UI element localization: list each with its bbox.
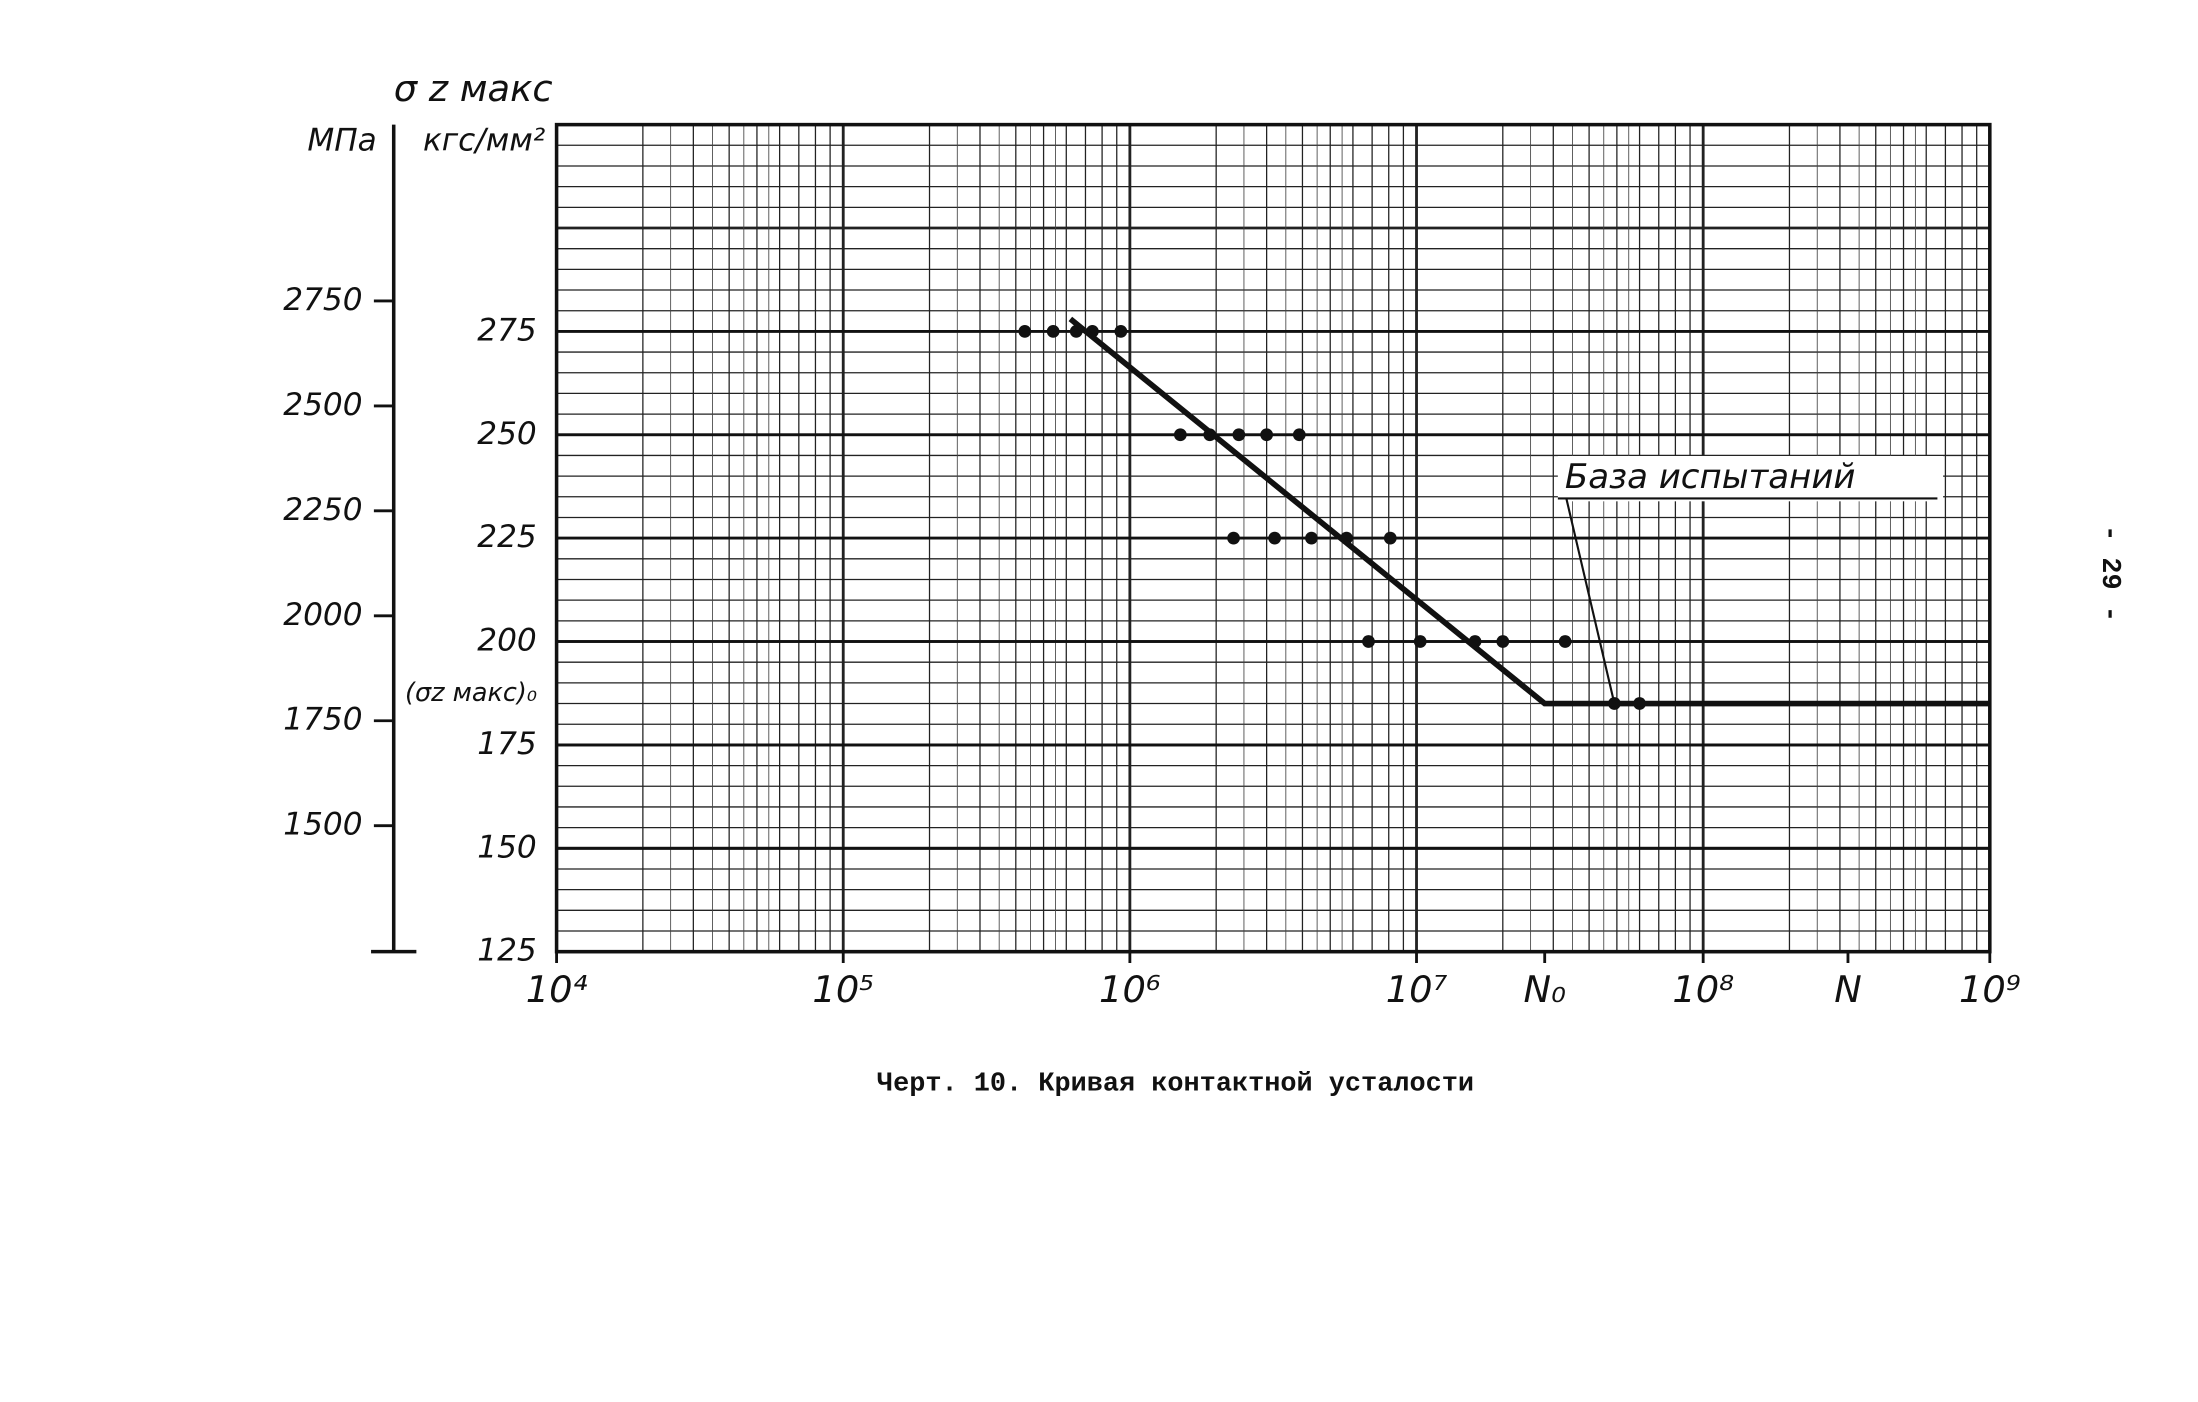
y-tick-label: 225	[477, 519, 536, 555]
data-point	[1114, 325, 1128, 338]
y2-tick-label: 2000	[283, 597, 362, 633]
y-tick-label: 275	[477, 312, 536, 348]
data-point	[1383, 531, 1397, 545]
y-tick-label: 200	[477, 623, 536, 659]
data-point	[1227, 531, 1240, 545]
data-point	[1232, 428, 1246, 442]
y-tick-label: 250	[477, 416, 536, 452]
y2-tick-label: 2250	[283, 492, 362, 528]
x-tick-label: 10⁹	[1959, 968, 2021, 1011]
y2-tick-label: 1500	[283, 807, 362, 843]
data-point	[1496, 635, 1510, 648]
x-tick-label: N₀	[1524, 968, 1567, 1011]
y-annotation: (σz макс)₀	[405, 678, 537, 708]
data-point	[1558, 635, 1572, 648]
data-point	[1173, 428, 1187, 442]
data-point	[1362, 635, 1375, 648]
annotation-leader	[1565, 498, 1616, 704]
curve	[1068, 316, 1990, 707]
data-point	[1268, 531, 1282, 545]
chart-title: σ z макс	[394, 67, 553, 110]
x-tick-label: 10⁸	[1672, 968, 1734, 1011]
y-tick-label: 175	[477, 726, 536, 762]
caption: Черт. 10. Кривая контактной усталости	[877, 1069, 1474, 1099]
data-point	[1292, 428, 1306, 442]
y2-axis-label: МПа	[307, 123, 376, 159]
x-tick-label: N	[1834, 968, 1862, 1011]
data-point	[1260, 428, 1274, 442]
data-point	[1018, 325, 1032, 338]
page-number: - 29 -	[2094, 525, 2124, 622]
y2-tick-label: 2750	[283, 282, 362, 318]
y2-tick-label: 2500	[283, 387, 362, 423]
data-point	[1046, 325, 1060, 338]
x-tick-label: 10⁴	[526, 968, 588, 1011]
data-point	[1413, 635, 1427, 648]
annotation-bg	[1557, 456, 1944, 502]
data-point	[1305, 531, 1318, 545]
y2-tick-label: 1750	[283, 702, 362, 738]
x-tick-label: 10⁶	[1099, 968, 1161, 1011]
y-axis-label: кгс/мм²	[423, 123, 545, 159]
y-tick-label: 150	[477, 829, 536, 865]
annotation: База испытаний	[1565, 457, 1856, 497]
y-tick-label: 125	[477, 933, 536, 969]
x-tick-label: 10⁷	[1386, 968, 1448, 1011]
x-tick-label: 10⁵	[812, 968, 874, 1011]
